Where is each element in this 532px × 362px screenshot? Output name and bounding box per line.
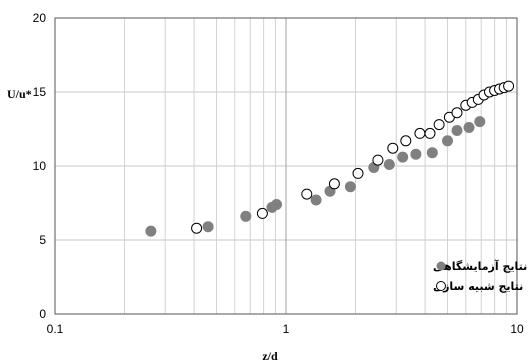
x-axis-label: z/d (262, 349, 278, 362)
legend-marker-simulation (436, 281, 446, 291)
data-point-simulation (433, 119, 445, 131)
data-point-experimental (442, 135, 453, 147)
data-point-simulation (352, 167, 364, 179)
data-point-simulation (424, 127, 436, 139)
data-point-experimental (451, 125, 463, 136)
data-point-simulation (503, 80, 515, 92)
legend-label-experimental: نتایج آزمایشگاهی (433, 259, 527, 273)
data-point-experimental (202, 221, 214, 233)
data-point-experimental (344, 181, 356, 193)
data-point-simulation (400, 135, 412, 147)
data-point-experimental (383, 159, 395, 170)
data-point-experimental (463, 122, 475, 133)
data-point-simulation (301, 188, 313, 200)
y-tick-label: 15 (33, 85, 47, 99)
data-point-simulation (256, 207, 268, 219)
data-point-simulation (451, 107, 463, 119)
y-tick-label: 20 (33, 11, 47, 25)
x-tick-label: 0.1 (47, 322, 64, 336)
legend: نتایج آزمایشگاهی نتایج شبیه سازی (433, 259, 527, 293)
tick-labels: 0 5 10 15 20 0.1 1 10 (33, 11, 524, 336)
data-point-simulation (328, 178, 340, 190)
y-axis-label: U/u* (7, 87, 32, 101)
data-point-experimental (474, 116, 486, 128)
data-point-experimental (410, 148, 422, 160)
data-point-experimental (240, 210, 252, 222)
plot-frame (54, 17, 518, 315)
data-marks (145, 80, 515, 237)
x-tick-label: 10 (510, 322, 524, 336)
data-point-simulation (414, 127, 426, 139)
data-point-experimental (310, 194, 322, 206)
data-point-simulation (191, 222, 203, 234)
data-point-simulation (387, 142, 399, 154)
data-point-simulation (372, 154, 384, 166)
legend-marker-experimental (436, 261, 446, 271)
data-point-experimental (426, 147, 438, 159)
x-tick-label: 1 (283, 322, 290, 336)
data-point-experimental (271, 199, 282, 210)
data-point-experimental (397, 151, 409, 163)
y-tick-label: 10 (33, 159, 47, 173)
y-tick-label: 0 (39, 307, 46, 321)
y-tick-label: 5 (39, 233, 46, 247)
data-point-experimental (145, 225, 157, 237)
legend-label-simulation: نتایج شبیه سازی (433, 280, 523, 293)
